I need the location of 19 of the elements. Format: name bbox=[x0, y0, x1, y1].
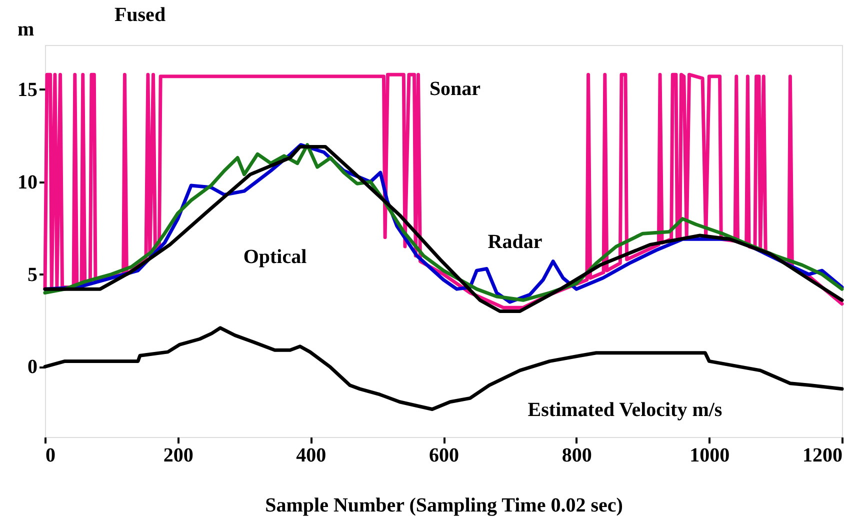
x-tick-label: 400 bbox=[296, 444, 326, 466]
y-tick-label: 0 bbox=[28, 356, 38, 378]
text: Fused bbox=[114, 4, 166, 26]
annotation: Radar bbox=[488, 231, 542, 253]
annotation: Estimated Velocity m/s bbox=[528, 399, 722, 421]
x-tick-label: 200 bbox=[163, 444, 194, 466]
x-tick-label: 800 bbox=[562, 444, 592, 466]
annotation: Sonar bbox=[429, 78, 481, 100]
x-tick-label: 1000 bbox=[690, 444, 730, 466]
annotation: Optical bbox=[243, 246, 308, 268]
y-tick-label: 15 bbox=[18, 78, 38, 101]
x-tick-label: 1200 bbox=[802, 444, 842, 466]
x-tick-label: 0 bbox=[46, 444, 56, 466]
y-tick-label: 5 bbox=[28, 264, 38, 286]
x-axis-title: Sample Number (Sampling Time 0.02 sec) bbox=[265, 494, 623, 516]
y-axis-title: m bbox=[18, 18, 34, 40]
x-tick-label: 600 bbox=[429, 444, 459, 466]
y-tick-label: 10 bbox=[18, 171, 38, 194]
line-series bbox=[43, 72, 844, 310]
